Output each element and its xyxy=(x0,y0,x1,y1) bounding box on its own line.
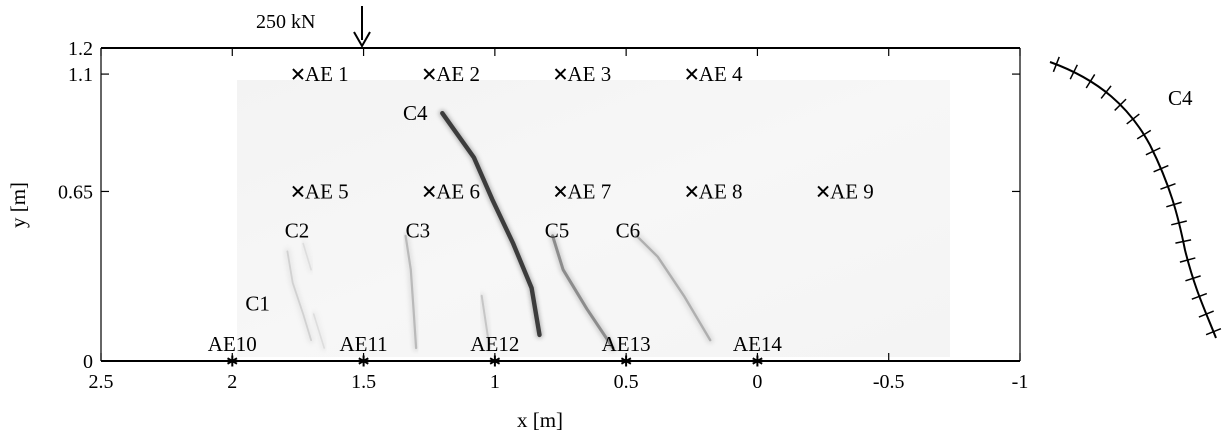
inset-tick xyxy=(1052,56,1060,73)
x-tick-label: 1.5 xyxy=(351,371,376,393)
load-label: 250 kN xyxy=(256,11,315,33)
sensor-ae12-label: AE12 xyxy=(470,332,519,356)
sensor-ae4-marker xyxy=(686,68,698,80)
sensor-markers: AE 1 AE 2 AE 3 AE 4 AE 5 AE 6 AE 7 AE 8 AE 9 AE10… xyxy=(208,62,874,367)
inset-tick xyxy=(1126,113,1140,125)
y-tick-label: 0 xyxy=(83,351,93,373)
x-tick-label: -0.5 xyxy=(873,371,905,393)
x-tick-label: 1 xyxy=(490,371,500,393)
sensor-ae11-marker xyxy=(358,355,369,367)
inset-tick xyxy=(1069,64,1078,80)
crack-label-c1: C1 xyxy=(245,292,270,316)
sensor-ae2-label: AE 2 xyxy=(436,62,480,86)
sensor-ae5-marker xyxy=(292,185,304,198)
sensor-ae8-label: AE 8 xyxy=(699,179,743,203)
inset-tick xyxy=(1114,98,1127,111)
inset-tick xyxy=(1205,328,1222,336)
inset-tick xyxy=(1179,257,1196,263)
crack-minor-6 xyxy=(480,294,491,349)
y-tick-label: 1.1 xyxy=(68,64,93,86)
sensor-ae3-marker xyxy=(554,68,567,80)
sensor-ae10-marker xyxy=(226,355,238,367)
x-tick-label: -1 xyxy=(1012,371,1029,393)
x-axis-ticks: 2.5 2 1.5 1 0.5 0 -0.5 -1 xyxy=(89,48,1029,393)
sensor-ae1-marker xyxy=(292,68,304,80)
crack-label-c4: C4 xyxy=(403,101,428,125)
crack-C6 xyxy=(635,234,712,342)
sensor-ae7-marker xyxy=(554,185,567,198)
x-tick-label: 0.5 xyxy=(614,371,639,393)
crack-C4 xyxy=(440,111,542,338)
crack-C3 xyxy=(404,234,418,350)
x-tick-label: 0 xyxy=(752,371,762,393)
inset-tick xyxy=(1160,183,1176,190)
plot-frame xyxy=(100,47,1021,362)
sensor-ae6-marker xyxy=(423,185,435,198)
crack-C2 xyxy=(302,242,312,271)
inset-tick xyxy=(1175,239,1192,244)
x-tick-label: 2 xyxy=(227,371,237,393)
inset-tick xyxy=(1153,164,1169,173)
sensor-ae7-label: AE 7 xyxy=(568,179,612,203)
inset-tick xyxy=(1166,201,1182,208)
crack-traces xyxy=(283,109,714,352)
crack-labels: C1 C2 C3 C4 C5 C6 xyxy=(245,101,640,315)
crack-label-c6: C6 xyxy=(616,219,641,243)
crack-label-c5: C5 xyxy=(545,219,570,243)
inset-crack-path xyxy=(1049,61,1217,339)
sensor-ae6-label: AE 6 xyxy=(436,179,480,203)
y-tick-label: 1.2 xyxy=(68,38,93,60)
sensor-ae12-marker xyxy=(489,355,501,367)
crack-C1 xyxy=(286,250,312,341)
inset-label: C4 xyxy=(1168,86,1193,110)
inset-tick xyxy=(1136,129,1152,140)
sensor-ae1-label: AE 1 xyxy=(305,62,349,86)
sensor-ae4-label: AE 4 xyxy=(699,62,743,86)
y-tick-label: 0.65 xyxy=(58,181,93,203)
x-tick-label: 2.5 xyxy=(89,371,114,393)
sensor-ae14-label: AE14 xyxy=(733,332,782,356)
crack-minor-7 xyxy=(312,313,325,349)
load-arrow xyxy=(353,6,371,49)
sensor-ae11-label: AE11 xyxy=(339,332,387,356)
inset-tick xyxy=(1185,275,1201,282)
crack-C5 xyxy=(551,234,615,350)
inset-tick xyxy=(1191,292,1208,300)
crack-c4-inset: C4 xyxy=(1049,56,1222,339)
inset-tick xyxy=(1085,74,1096,89)
sensor-ae2-marker xyxy=(423,68,435,80)
x-axis-label: x [m] xyxy=(517,408,563,432)
inset-tick xyxy=(1171,220,1187,226)
sensor-ae5-label: AE 5 xyxy=(305,179,349,203)
sensor-ae14-marker xyxy=(752,355,763,367)
inset-tick xyxy=(1100,85,1112,99)
sensor-ae13-marker xyxy=(620,355,632,367)
sensor-ae9-marker xyxy=(817,185,829,198)
sensor-ae9-label: AE 9 xyxy=(830,179,874,203)
sensor-ae10-label: AE10 xyxy=(208,332,257,356)
crack-label-c3: C3 xyxy=(406,219,431,243)
inset-tick xyxy=(1145,147,1161,156)
sensor-ae8-marker xyxy=(686,185,698,198)
inset-tick xyxy=(1198,310,1214,318)
y-axis-ticks: 0 0.65 1.1 1.2 xyxy=(58,38,1020,373)
specimen-image xyxy=(237,80,950,357)
sensor-ae3-label: AE 3 xyxy=(568,62,612,86)
y-axis-label: y [m] xyxy=(6,182,30,228)
sensor-ae13-label: AE13 xyxy=(602,332,651,356)
crack-label-c2: C2 xyxy=(285,219,310,243)
